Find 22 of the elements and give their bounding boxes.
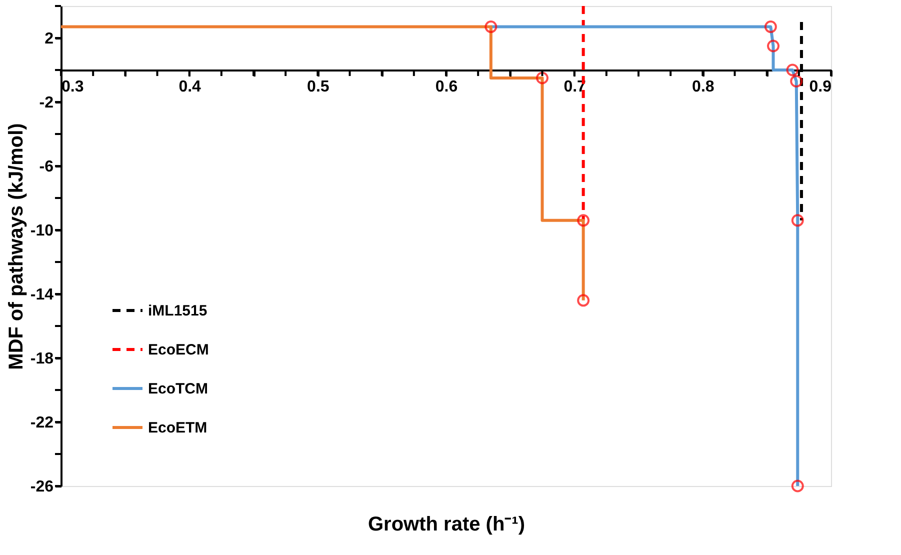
x-tick-label: 0.4: [178, 78, 202, 96]
x-tick-label: 0.9: [809, 78, 832, 96]
x-axis-title: Growth rate (h⁻¹): [368, 514, 525, 536]
legend-label: EcoTCM: [148, 380, 208, 398]
y-tick-label: -2: [39, 94, 54, 112]
legend-label: iML1515: [148, 302, 208, 320]
x-tick-label: 0.3: [62, 78, 84, 96]
y-axis-title: MDF of pathways (kJ/mol): [5, 123, 28, 370]
y-tick-label: -14: [30, 286, 54, 304]
legend-label: EcoECM: [148, 342, 209, 358]
y-tick-label: -22: [30, 414, 54, 432]
y-tick-label: -6: [39, 158, 54, 176]
line-series: [61, 25, 585, 302]
y-tick-label: -10: [30, 222, 54, 240]
y-tick-label: -26: [30, 478, 54, 496]
legend-label: EcoETM: [148, 420, 208, 436]
x-tick-label: 0.5: [307, 78, 330, 96]
y-tick-label: 2: [44, 30, 54, 48]
x-tick-label: 0.8: [692, 78, 714, 96]
line-series: [489, 25, 800, 486]
y-tick-label: -18: [30, 350, 54, 368]
x-tick-label: 0.6: [435, 78, 458, 96]
